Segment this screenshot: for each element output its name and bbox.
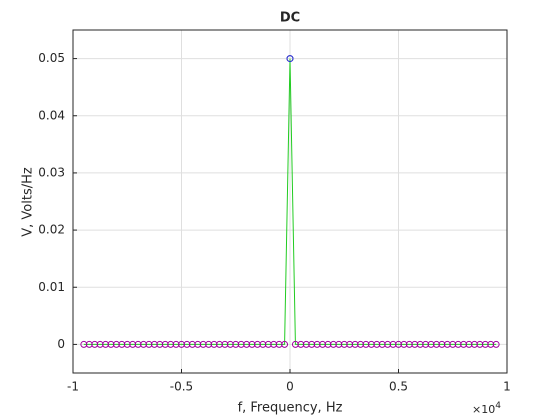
data-point (340, 340, 348, 348)
y-tick-label: 0.04 (38, 108, 65, 122)
data-point (291, 340, 299, 348)
x-multiplier-exponent: 4 (495, 401, 501, 411)
data-point (395, 340, 402, 348)
data-point (438, 340, 446, 348)
data-point (221, 340, 229, 348)
data-point (335, 340, 343, 348)
data-point (389, 340, 397, 348)
data-point (281, 340, 289, 348)
data-point (313, 340, 321, 348)
data-point (80, 340, 88, 348)
data-point (492, 340, 500, 348)
data-point (226, 340, 234, 348)
data-point (112, 340, 120, 348)
data-point (102, 340, 110, 348)
data-point (161, 340, 169, 348)
data-point (167, 340, 175, 348)
data-point (357, 340, 365, 348)
data-point (215, 340, 223, 348)
data-point (427, 340, 435, 348)
x-tick-label: 0.5 (389, 380, 408, 394)
data-point (275, 340, 283, 348)
data-point (324, 340, 332, 348)
chart-title: DC (280, 11, 300, 26)
data-point (297, 340, 305, 348)
y-tick-label: 0.01 (38, 280, 65, 294)
data-point (205, 340, 213, 348)
x-axis-label: f, Frequency, Hz (238, 401, 343, 416)
data-point (454, 340, 462, 348)
data-point (443, 340, 451, 348)
data-point (145, 340, 153, 348)
data-point (150, 340, 158, 348)
data-point (378, 340, 386, 348)
x-tick-label: 1 (503, 380, 511, 394)
data-point (194, 340, 202, 348)
y-tick-label: 0.03 (38, 165, 65, 179)
data-point (362, 340, 370, 348)
data-point (243, 340, 251, 348)
data-point (270, 340, 278, 348)
x-tick-label: 0 (286, 380, 294, 394)
data-point (286, 55, 294, 63)
data-point (253, 340, 261, 348)
data-point (134, 340, 142, 348)
data-point (373, 340, 381, 348)
plot-frame (72, 29, 508, 374)
x-multiplier-base: ×10 (472, 403, 495, 416)
y-tick-label: 0 (57, 337, 65, 351)
data-point (183, 340, 191, 348)
data-point (308, 340, 316, 348)
data-point (199, 340, 207, 348)
data-point (210, 340, 218, 348)
y-axis-label: V, Volts/Hz (21, 167, 36, 237)
data-point (319, 340, 327, 348)
data-point (405, 340, 413, 348)
data-point (232, 340, 240, 348)
x-multiplier: ×104 (472, 401, 501, 417)
data-point (248, 340, 256, 348)
data-point (329, 340, 337, 348)
x-tick-label: -0.5 (170, 380, 193, 394)
data-point (400, 340, 408, 348)
data-point (346, 340, 354, 348)
data-point (422, 340, 430, 348)
data-point (172, 340, 180, 348)
data-point (107, 340, 115, 348)
data-point (178, 340, 185, 348)
y-tick-label: 0.05 (38, 51, 65, 65)
data-point (411, 340, 419, 348)
data-point (264, 340, 272, 348)
data-point (140, 340, 148, 348)
data-point (460, 340, 468, 348)
data-point (384, 340, 392, 348)
data-point (432, 340, 440, 348)
data-point (118, 340, 126, 348)
data-point (96, 340, 104, 348)
series-line (83, 58, 497, 345)
data-point (123, 340, 131, 348)
data-point (156, 340, 164, 348)
data-point (470, 340, 478, 348)
data-point (367, 340, 375, 348)
y-tick-label: 0.02 (38, 223, 65, 237)
data-point (465, 340, 473, 348)
data-point (416, 340, 424, 348)
data-point (487, 340, 495, 348)
data-point (259, 340, 267, 348)
data-point (129, 340, 137, 348)
data-point (449, 340, 457, 348)
data-point (302, 340, 310, 348)
x-tick-label: -1 (67, 380, 79, 394)
data-point (237, 340, 245, 348)
data-point (188, 340, 196, 348)
data-point (91, 340, 99, 348)
data-point (476, 340, 484, 348)
data-point (85, 340, 93, 348)
data-point (481, 340, 489, 348)
data-point (351, 340, 359, 348)
